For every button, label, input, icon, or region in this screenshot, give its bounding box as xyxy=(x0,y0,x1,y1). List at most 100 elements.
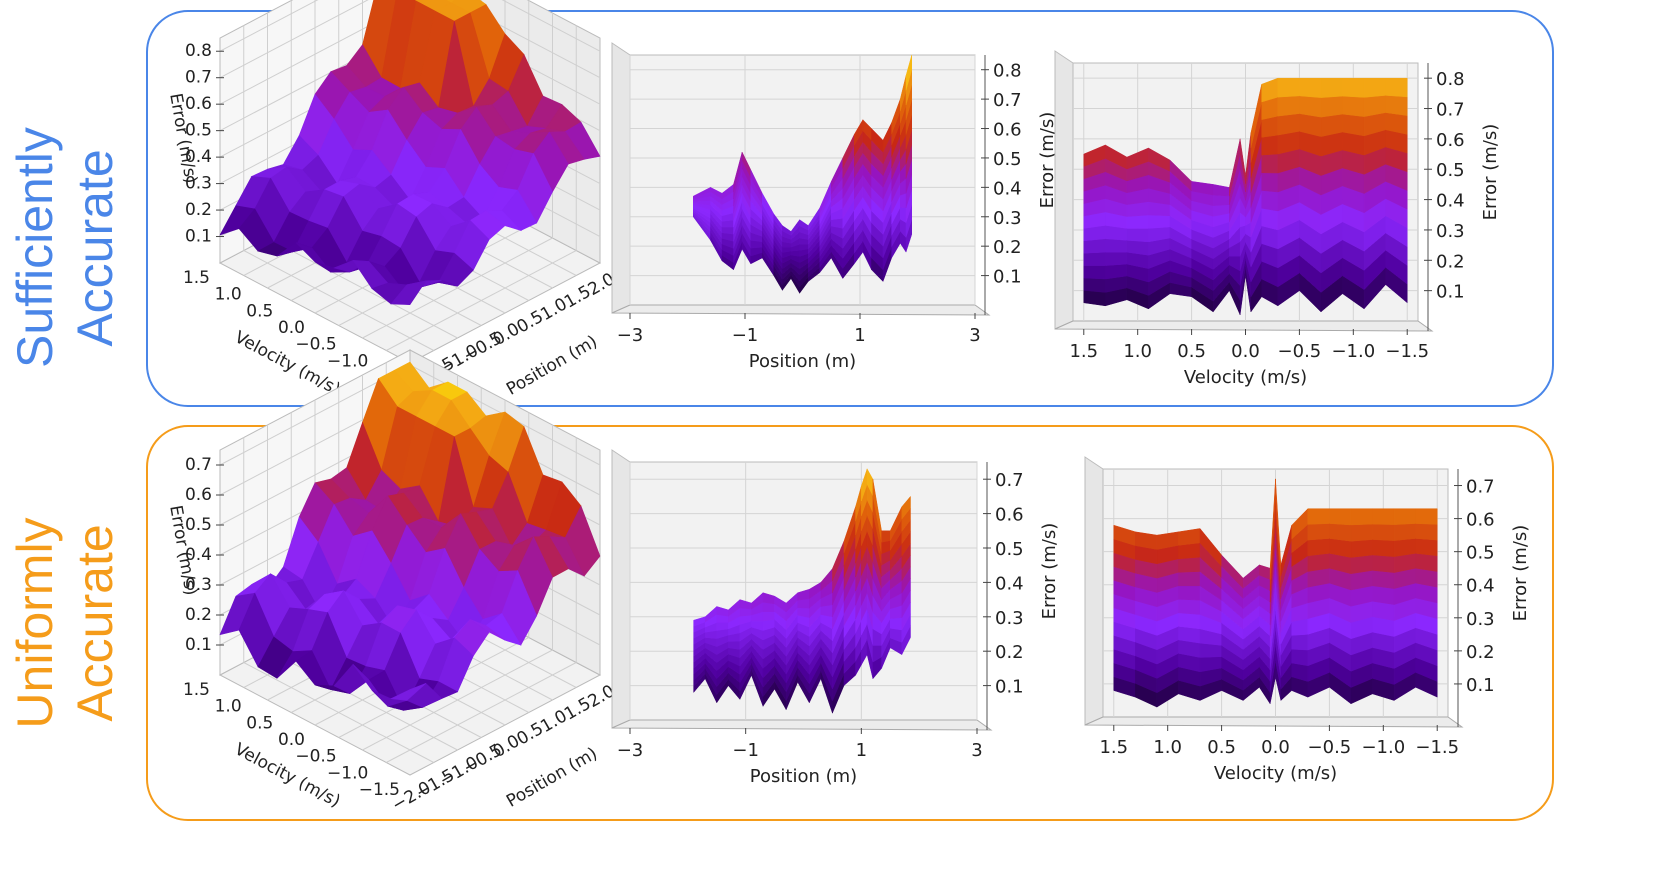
x-tick-label: 1.0 xyxy=(1153,737,1182,758)
z-tick-label: 0.2 xyxy=(185,200,212,220)
z-tick-label: 0.7 xyxy=(185,68,212,88)
surface-band xyxy=(1261,207,1279,231)
surface-band xyxy=(1393,523,1416,541)
surface-band xyxy=(1307,538,1330,557)
x-tick-label: −1.0 xyxy=(1331,341,1375,362)
surface-band xyxy=(1178,612,1201,630)
x-axis-label: Position (m) xyxy=(750,766,857,787)
x-tick-label: 1 xyxy=(854,325,865,346)
row-label-line-2: Accurate xyxy=(67,524,123,722)
y-tick-label: 0.5 xyxy=(1436,160,1465,181)
y-axis-label: Error (m/s) xyxy=(1039,523,1060,620)
surface-band xyxy=(1148,214,1171,229)
y-tick-label: 0.4 xyxy=(995,573,1024,594)
surface-band xyxy=(1342,95,1365,117)
grid-line xyxy=(219,0,319,52)
x-tick-label: 1.5 xyxy=(1069,341,1098,362)
x-tick-label: −1 xyxy=(732,740,759,761)
z-tick-label: 0.3 xyxy=(185,174,212,194)
surface-band xyxy=(1393,538,1416,557)
side-pane xyxy=(1054,50,1074,330)
surface-band xyxy=(1372,554,1395,573)
y-axis-label: Error (m/s) xyxy=(1510,525,1531,622)
y-tick-label: 0.7 xyxy=(1436,100,1465,121)
x-tick-label: −0.5 xyxy=(1278,341,1322,362)
side-pane xyxy=(611,449,631,729)
velocity-side-plot-top: 1.5 1.0 0.5 0.0 −0.5 −1.0 −1.5 Velocity (m/s) 0.… xyxy=(1054,50,1501,388)
surface-band xyxy=(1083,265,1106,280)
z-tick-label: 0.3 xyxy=(185,575,212,595)
x-tick-label: −1.5 xyxy=(1415,737,1459,758)
surface-band xyxy=(1299,95,1322,118)
surface-band xyxy=(1372,570,1395,589)
z-tick-label: 0.4 xyxy=(185,147,212,167)
velocity-tick-label: 0.0 xyxy=(278,730,305,750)
z-tick-label: 0.1 xyxy=(185,227,212,247)
x-tick-label: −1.0 xyxy=(1361,737,1405,758)
surface-band xyxy=(1199,642,1222,658)
surface-band xyxy=(1083,277,1106,293)
y-axis-label: Error (m/s) xyxy=(1480,124,1501,221)
x-tick-label: 0.5 xyxy=(1207,737,1236,758)
surface-band xyxy=(1350,554,1373,575)
surface-band xyxy=(1415,508,1438,525)
surface-band xyxy=(1261,134,1279,156)
y-tick-label: 0.5 xyxy=(993,149,1022,170)
surface-band xyxy=(1363,95,1386,117)
z-tick-label: 0.2 xyxy=(185,605,212,625)
surface-band xyxy=(1307,523,1330,541)
surface-band xyxy=(1350,539,1373,558)
y-tick-label: 0.6 xyxy=(1466,510,1495,531)
x-tick-label: 3 xyxy=(969,325,980,346)
surface-band xyxy=(1342,77,1365,98)
y-tick-label: 0.8 xyxy=(1436,69,1465,90)
y-tick-label: 0.1 xyxy=(1466,675,1495,696)
y-tick-label: 0.7 xyxy=(1466,477,1495,498)
y-tick-label: 0.1 xyxy=(1436,282,1465,303)
velocity-tick-label: −1.0 xyxy=(327,763,368,783)
surface-band xyxy=(1261,153,1279,174)
x-tick-label: 0.5 xyxy=(1177,341,1206,362)
surface-band xyxy=(1372,539,1395,557)
z-tick-label: 0.6 xyxy=(185,94,212,114)
surface-band xyxy=(900,192,907,209)
z-tick-label: 0.7 xyxy=(185,455,212,475)
x-axis-label: Position (m) xyxy=(749,351,856,372)
y-tick-label: 0.2 xyxy=(1466,642,1495,663)
surface-band xyxy=(1307,553,1330,572)
floor-pane xyxy=(1054,320,1434,332)
z-tick-label: 0.6 xyxy=(185,485,212,505)
surface-band xyxy=(1415,553,1438,572)
row-label-line-1: Sufficiently xyxy=(7,127,63,368)
surface-band xyxy=(820,604,833,618)
surface-facet xyxy=(389,683,427,701)
row-label-line-2: Accurate xyxy=(67,149,123,347)
x-tick-label: −0.5 xyxy=(1308,737,1352,758)
surface-band xyxy=(1415,523,1438,541)
surface-band xyxy=(1083,238,1106,254)
surface-band xyxy=(1385,77,1408,98)
surface-band xyxy=(1277,113,1300,136)
y-axis-label: Error (m/s) xyxy=(1037,112,1058,209)
surface-band xyxy=(1083,251,1106,266)
floor-pane xyxy=(611,719,993,731)
surface-band xyxy=(1178,599,1201,615)
y-tick-label: 0.5 xyxy=(1466,543,1495,564)
grid-line xyxy=(451,0,601,79)
z-tick-label: 0.4 xyxy=(185,545,212,565)
velocity-tick-label: −1.0 xyxy=(327,351,368,371)
velocity-tick-label: 0.0 xyxy=(278,318,305,338)
row-label-line-1: Uniformly xyxy=(7,517,63,729)
x-tick-label: −1 xyxy=(732,325,759,346)
surface-band xyxy=(1212,194,1230,206)
surface-band xyxy=(1329,523,1352,542)
surface-band xyxy=(1126,228,1149,243)
y-tick-label: 0.2 xyxy=(1436,251,1465,272)
panel-sufficiently-accurate xyxy=(146,10,1554,407)
surface-band xyxy=(1372,508,1395,525)
surface-band xyxy=(1178,571,1201,587)
surface-band xyxy=(1261,190,1279,212)
x-tick-label: 0.0 xyxy=(1261,737,1290,758)
